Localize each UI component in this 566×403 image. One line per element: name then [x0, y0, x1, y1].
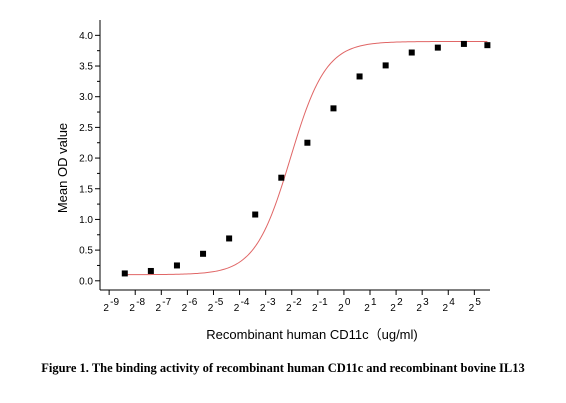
data-point — [147, 267, 154, 274]
fit-curve — [124, 40, 488, 276]
x-tick-label: 2 — [469, 303, 475, 314]
x-tick-exponent: -3 — [267, 297, 276, 308]
x-tick-exponent: 0 — [345, 297, 351, 308]
y-tick-label: 4.0 — [79, 31, 93, 42]
y-axis-ticks: 0.0 0.5 1.0 1.5 2.0 2.5 3.0 3.5 4.0 — [79, 31, 100, 287]
x-tick-exponent: -5 — [214, 297, 223, 308]
y-tick-label: 3.0 — [79, 92, 93, 103]
x-tick-label: 2 — [234, 303, 240, 314]
y-tick-label: 0.5 — [79, 246, 93, 257]
x-tick-label: 2 — [390, 303, 396, 314]
x-tick-exponent: -4 — [241, 297, 250, 308]
x-tick-label: 2 — [442, 303, 448, 314]
y-tick-label: 1.0 — [79, 215, 93, 226]
x-tick-exponent: 5 — [475, 297, 481, 308]
data-points — [121, 40, 491, 277]
x-tick-label: 2 — [129, 303, 135, 314]
x-tick-exponent: -1 — [319, 297, 328, 308]
x-tick-label: 2 — [156, 303, 162, 314]
x-tick-exponent: -9 — [110, 297, 119, 308]
x-tick-label: 2 — [182, 303, 188, 314]
x-tick-label: 2 — [312, 303, 318, 314]
x-tick-exponent: -8 — [136, 297, 145, 308]
x-tick-label: 2 — [286, 303, 292, 314]
x-tick-exponent: 4 — [449, 297, 455, 308]
data-point — [173, 262, 180, 269]
data-point — [278, 174, 285, 181]
x-tick-exponent: -6 — [188, 297, 197, 308]
y-tick-label: 2.5 — [79, 123, 93, 134]
data-point — [382, 62, 389, 69]
x-tick-label: 2 — [364, 303, 370, 314]
data-point — [408, 49, 415, 56]
data-point — [121, 270, 128, 277]
x-tick-label: 2 — [208, 303, 214, 314]
data-point — [356, 73, 363, 80]
data-point — [252, 211, 259, 218]
x-tick-exponent: 1 — [371, 297, 377, 308]
plot-area: 0.00.51.01.52.02.53.03.54.0 2-92-82-72-6… — [79, 20, 491, 314]
x-axis-label: Recombinant human CD11c（ug/ml) — [206, 327, 417, 342]
x-tick-label: 2 — [103, 303, 109, 314]
data-point — [200, 250, 207, 257]
y-tick-label: 1.5 — [79, 184, 93, 195]
x-tick-label: 2 — [338, 303, 344, 314]
y-axis-label: Mean OD value — [55, 123, 70, 213]
x-tick-exponent: 2 — [397, 297, 403, 308]
y-tick-label: 2.0 — [79, 154, 93, 165]
x-tick-exponent: 3 — [423, 297, 429, 308]
x-tick-exponent: -7 — [162, 297, 171, 308]
data-point — [304, 139, 311, 146]
data-point — [460, 40, 467, 47]
data-point — [330, 105, 337, 112]
binding-curve-chart: 0.00.51.01.52.02.53.03.54.0 2-92-82-72-6… — [55, 20, 491, 342]
data-point — [434, 44, 441, 51]
y-tick-label: 3.5 — [79, 62, 93, 73]
y-tick-label: 0.0 — [79, 276, 93, 287]
x-tick-exponent: -2 — [293, 297, 302, 308]
x-tick-label: 2 — [416, 303, 422, 314]
x-tick-label: 2 — [260, 303, 266, 314]
data-point — [484, 42, 491, 49]
figure-caption: Figure 1. The binding activity of recomb… — [41, 361, 525, 375]
data-point — [226, 235, 233, 242]
